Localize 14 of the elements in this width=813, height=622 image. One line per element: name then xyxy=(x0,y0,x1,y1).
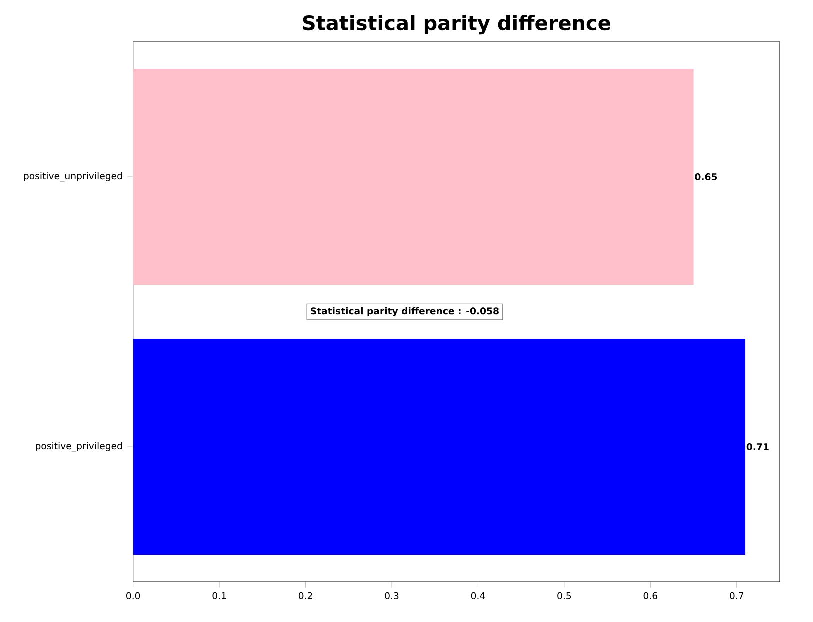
x-tick-label: 0.4 xyxy=(471,592,486,600)
data-label: 0.71 xyxy=(746,443,769,451)
x-tick-label: 0.3 xyxy=(385,592,399,600)
x-tick-label: 0.1 xyxy=(212,592,226,600)
annotation: Statistical parity difference : -0.058 xyxy=(311,307,499,317)
x-tick-label: 0.0 xyxy=(126,592,140,600)
x-tick-label: 0.5 xyxy=(558,592,572,600)
x-tick-label: 0.6 xyxy=(644,592,658,600)
y-tick-label: positive_privileged xyxy=(36,442,122,452)
y-tick-label: positive_unprivileged xyxy=(24,172,122,182)
x-tick-label: 0.2 xyxy=(298,592,312,600)
chart-title: Statistical parity difference xyxy=(303,15,610,35)
x-tick-label: 0.7 xyxy=(730,592,744,600)
data-label: 0.65 xyxy=(695,173,718,181)
